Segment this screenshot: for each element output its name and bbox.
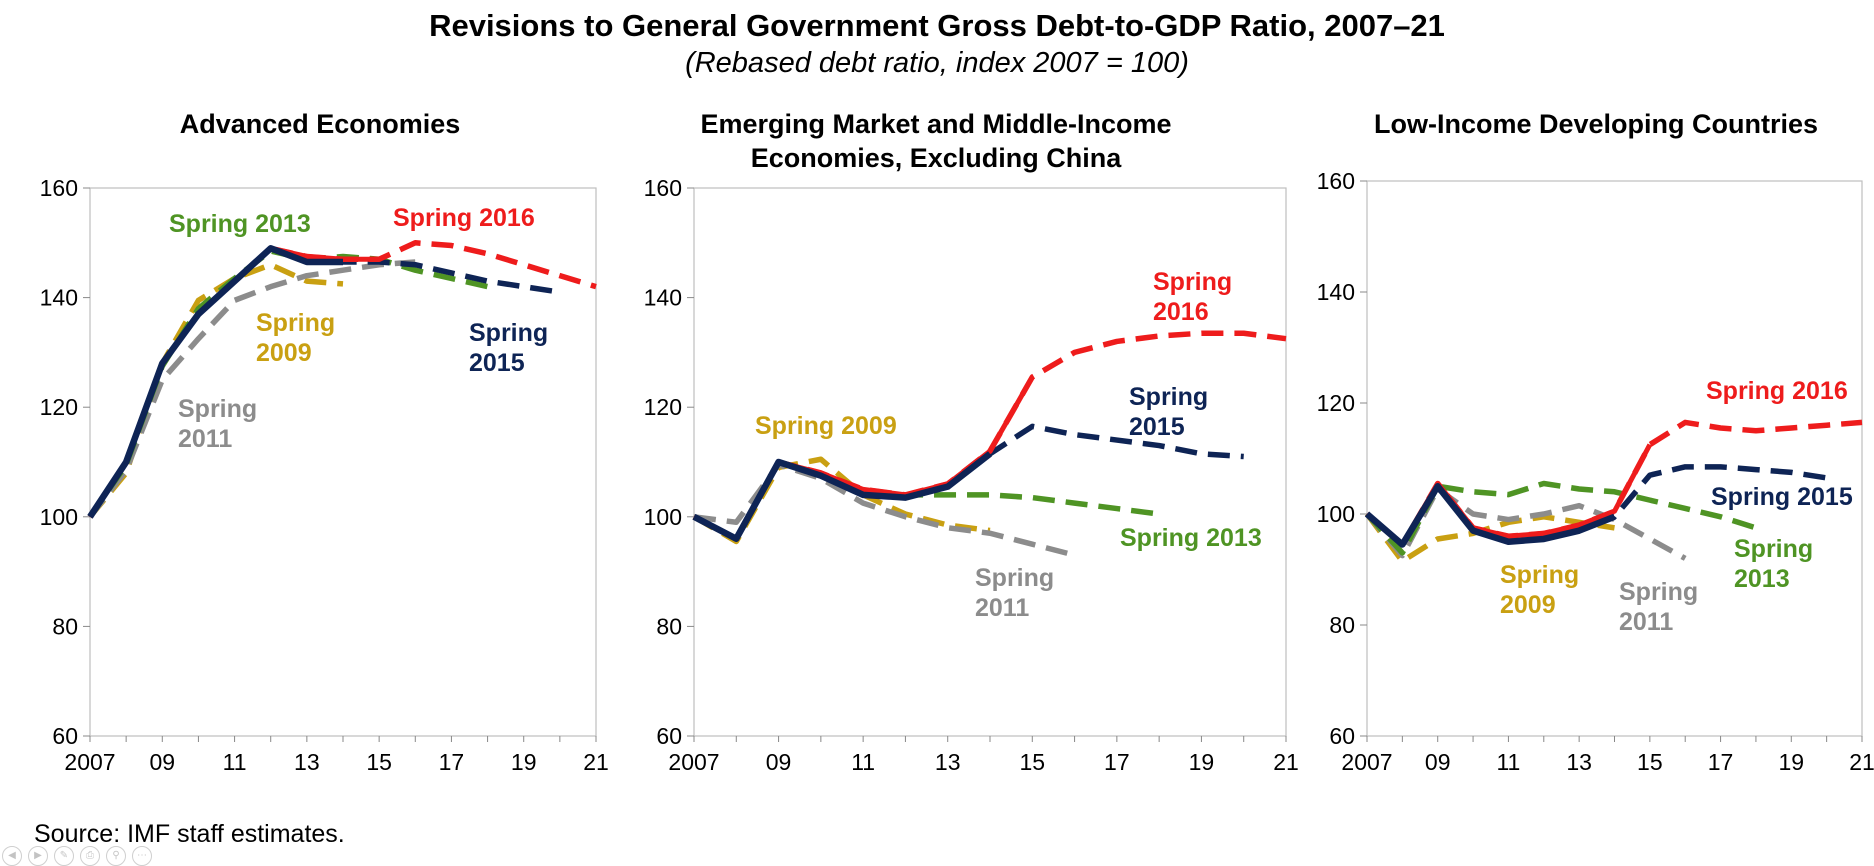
series-label-spring-2013: 2013: [1734, 565, 1790, 593]
y-tick-label: 80: [656, 613, 682, 639]
series-line-spring-2009: [87, 261, 344, 519]
x-tick-label: 13: [1566, 749, 1592, 775]
x-tick-label: 17: [439, 749, 465, 775]
edit-icon[interactable]: ✎: [54, 846, 74, 866]
series-label-spring-2011: 2011: [1619, 608, 1673, 636]
y-tick-label: 140: [40, 285, 78, 311]
series-line-spring-2015: [692, 423, 1244, 542]
zoom-icon[interactable]: ⚲: [106, 846, 126, 866]
series-label-spring-2013: Spring 2013: [169, 210, 311, 238]
x-tick-label: 17: [1708, 749, 1734, 775]
series-label-spring-2013: Spring: [1734, 535, 1813, 563]
series-label-spring-2015: Spring 2015: [1711, 483, 1853, 511]
x-tick-label: 19: [1189, 749, 1215, 775]
source-note: Source: IMF staff estimates.: [34, 820, 345, 848]
series-label-spring-2015: 2015: [469, 349, 525, 377]
play-icon[interactable]: ▶: [28, 846, 48, 866]
x-tick-label: 17: [1104, 749, 1130, 775]
series-label-spring-2009: 2009: [256, 339, 312, 367]
y-tick-label: 140: [1317, 279, 1355, 305]
x-tick-label: 21: [1273, 749, 1299, 775]
x-tick-label: 13: [294, 749, 320, 775]
series-label-spring-2009: Spring: [256, 309, 335, 337]
x-tick-label: 2007: [64, 749, 115, 775]
series-label-spring-2009: Spring: [1500, 561, 1579, 589]
y-tick-label: 80: [52, 613, 78, 639]
y-tick-label: 60: [1329, 723, 1355, 749]
y-tick-label: 120: [1317, 390, 1355, 416]
series-actual-spring-2016: [87, 245, 380, 519]
y-tick-label: 100: [644, 504, 682, 530]
series-line-spring-2013: [87, 248, 489, 519]
series-actual-spring-2015: [87, 245, 343, 519]
series-line-spring-2011: [1364, 486, 1687, 561]
series-label-spring-2015: 2015: [1129, 413, 1185, 441]
viewer-controls: ◀ ▶ ✎ ⎙ ⚲ ⋯: [2, 846, 152, 866]
x-tick-label: 11: [1496, 749, 1520, 775]
x-tick-label: 21: [1849, 749, 1874, 775]
chart-subtitle: (Rebased debt ratio, index 2007 = 100): [685, 47, 1189, 79]
panel-title: Emerging Market and Middle-Income: [700, 109, 1171, 139]
y-tick-label: 60: [52, 723, 78, 749]
series-label-spring-2016: Spring 2016: [393, 204, 535, 232]
x-tick-label: 2007: [1341, 749, 1392, 775]
panel-1: Advanced Economies 60 80 100 120 140 160 2007 09…: [40, 109, 609, 775]
series-actual-spring-2015: [692, 451, 992, 542]
x-tick-label: 11: [851, 749, 875, 775]
x-tick-label: 15: [366, 749, 392, 775]
y-tick-label: 80: [1329, 612, 1355, 638]
series-label-spring-2011: 2011: [178, 425, 232, 453]
series-label-spring-2011: Spring: [1619, 578, 1698, 606]
series-line-spring-2013: [692, 459, 1160, 542]
x-tick-label: 09: [1425, 749, 1451, 775]
series-label-spring-2009: 2009: [1500, 591, 1556, 619]
y-tick-label: 100: [1317, 501, 1355, 527]
panel-title: Advanced Economies: [180, 109, 461, 139]
y-tick-label: 160: [1317, 168, 1355, 194]
x-tick-label: 15: [1019, 749, 1045, 775]
panel-title: Economies, Excluding China: [751, 143, 1123, 173]
series-label-spring-2011: Spring: [178, 395, 257, 423]
series-label-spring-2016: 2016: [1153, 298, 1209, 326]
series-label-spring-2015: Spring: [469, 319, 548, 347]
series-label-spring-2015: Spring: [1129, 383, 1208, 411]
series-label-spring-2011: Spring: [975, 564, 1054, 592]
y-tick-label: 120: [644, 394, 682, 420]
chart-title: Revisions to General Government Gross De…: [429, 8, 1445, 43]
series-label-spring-2011: 2011: [975, 594, 1029, 622]
series-line-spring-2011: [87, 259, 416, 519]
panel-title: Low-Income Developing Countries: [1374, 109, 1818, 139]
series-line-spring-2011: [693, 461, 1076, 558]
series-line-spring-2013: [1364, 480, 1757, 556]
series-label-spring-2016: Spring: [1153, 268, 1232, 296]
y-tick-label: 140: [644, 285, 682, 311]
more-icon[interactable]: ⋯: [132, 846, 152, 866]
x-tick-label: 21: [583, 749, 609, 775]
series-label-spring-2016: Spring 2016: [1706, 377, 1848, 405]
y-tick-label: 100: [40, 504, 78, 530]
x-tick-label: 19: [511, 749, 537, 775]
previous-icon[interactable]: ◀: [2, 846, 22, 866]
series-label-spring-2009: Spring 2009: [755, 412, 897, 440]
y-tick-label: 160: [644, 175, 682, 201]
y-tick-label: 60: [656, 723, 682, 749]
x-tick-label: 13: [935, 749, 961, 775]
x-tick-label: 09: [766, 749, 792, 775]
series-line-spring-2009: [1364, 512, 1615, 564]
plot-area: [1366, 180, 1863, 737]
x-tick-label: 09: [149, 749, 175, 775]
panel-2: Emerging Market and Middle-Income Economi…: [644, 109, 1299, 775]
series-actual-spring-2015: [1364, 483, 1616, 548]
x-tick-label: 2007: [668, 749, 719, 775]
series-label-spring-2013: Spring 2013: [1120, 524, 1262, 552]
y-tick-label: 160: [40, 175, 78, 201]
panel-3: Low-Income Developing Countries 60 80 100 12…: [1317, 109, 1874, 775]
y-tick-label: 120: [40, 394, 78, 420]
x-tick-label: 19: [1778, 749, 1804, 775]
print-icon[interactable]: ⎙: [80, 846, 100, 866]
x-tick-label: 15: [1637, 749, 1663, 775]
series-line-spring-2009: [692, 456, 991, 545]
x-tick-label: 11: [223, 749, 247, 775]
